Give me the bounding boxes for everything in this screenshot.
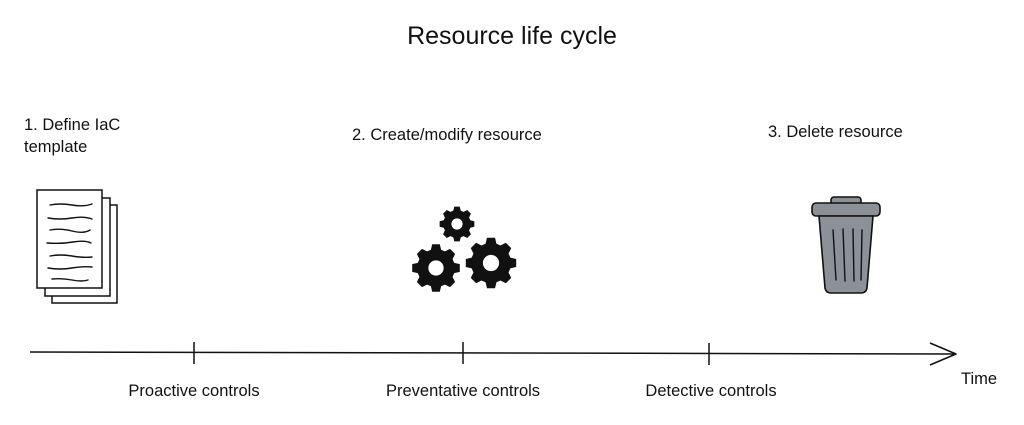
proactive-controls-label: Proactive controls [128,382,260,400]
stage-create-label: 2. Create/modify resource [352,126,542,144]
timeline-axis [29,342,957,366]
diagram-title: Resource life cycle [407,22,617,50]
time-axis-label: Time [961,370,998,388]
preventative-controls-label: Preventative controls [385,382,541,400]
trash-can-icon [811,196,881,294]
detective-controls-label: Detective controls [645,382,777,400]
stage-define-label: 1. Define IaC template [24,116,121,156]
document-stack-icon [36,189,118,304]
gears-icon [412,206,517,292]
stage-delete-label: 3. Delete resource [768,123,903,141]
